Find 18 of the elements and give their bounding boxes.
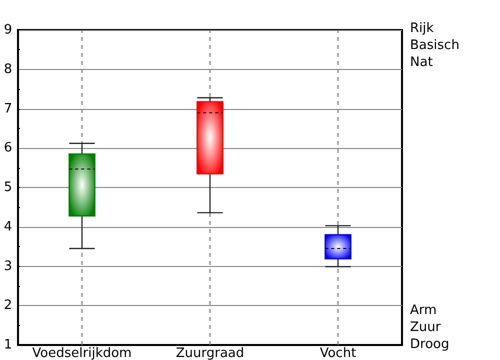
- x-tick-label: Zuurgraad: [176, 346, 244, 360]
- text: Basisch: [410, 38, 460, 53]
- y-tick-label: 9: [4, 22, 12, 38]
- text: Zuur: [410, 320, 442, 335]
- text: Arm: [410, 303, 437, 318]
- y-tick-label: 1: [4, 338, 12, 352]
- y-tick-label: 8: [4, 62, 12, 77]
- text: Droog: [410, 337, 450, 352]
- x-tick-label: Vocht: [320, 346, 356, 360]
- y-tick-label: 3: [4, 258, 12, 274]
- y-tick-label: 4: [4, 219, 12, 234]
- x-tick-label: Voedselrijkdom: [32, 346, 132, 360]
- y-tick-label: 5: [4, 180, 12, 195]
- text: Rijk: [410, 21, 434, 36]
- text: Nat: [410, 55, 433, 70]
- y-tick-label: 6: [4, 140, 12, 156]
- y-tick-label: 7: [4, 101, 12, 116]
- y-tick-label: 2: [4, 298, 12, 314]
